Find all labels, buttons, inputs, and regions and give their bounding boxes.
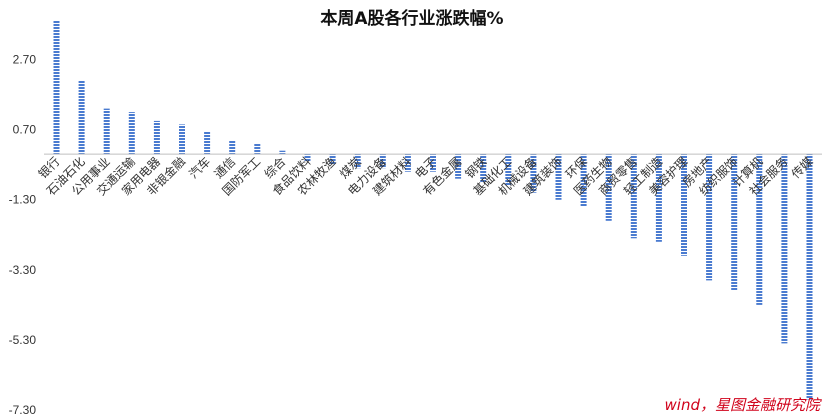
bar	[806, 154, 813, 400]
bar	[555, 154, 562, 200]
bars-group	[53, 21, 813, 400]
bar	[128, 112, 135, 155]
bar	[430, 154, 436, 172]
bar	[480, 154, 487, 183]
bar	[781, 154, 788, 344]
source-note: wind，星图金融研究院	[665, 396, 822, 414]
bar	[329, 154, 336, 165]
bar	[630, 154, 637, 239]
bar	[379, 154, 386, 169]
bar	[404, 154, 411, 172]
bar	[354, 154, 361, 169]
bar	[455, 154, 462, 179]
bar	[505, 154, 512, 186]
bar	[605, 154, 612, 221]
chart-title: 本周A股各行业涨跌幅%	[320, 8, 503, 29]
bar	[279, 150, 286, 155]
bar	[78, 80, 85, 155]
y-tick-label: -3.30	[9, 263, 37, 277]
bar	[731, 154, 738, 291]
y-tick-label: 2.70	[13, 53, 37, 67]
y-tick-label: 0.70	[13, 123, 37, 137]
bar	[580, 154, 587, 207]
y-axis: 2.70 0.70 -1.30 -3.30 -5.30 -7.30	[9, 53, 37, 417]
bar	[53, 21, 60, 155]
bar	[179, 124, 185, 155]
bar	[681, 154, 687, 256]
bar	[304, 154, 311, 162]
y-tick-label: -5.30	[9, 333, 37, 347]
bar	[706, 154, 713, 281]
bar	[153, 120, 160, 155]
bar	[254, 143, 261, 155]
bar	[103, 108, 110, 155]
bar	[530, 154, 537, 193]
y-tick-label: -7.30	[9, 403, 37, 417]
y-tick-label: -1.30	[9, 193, 37, 207]
bar	[204, 131, 211, 155]
bar	[229, 140, 236, 155]
bar	[655, 154, 662, 242]
bar	[756, 154, 763, 305]
